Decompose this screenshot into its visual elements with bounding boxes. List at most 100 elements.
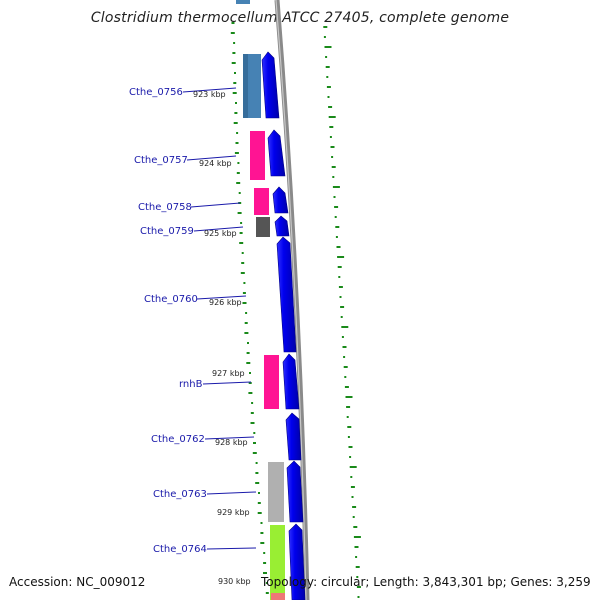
gc-dot [258,492,260,494]
gc-skew-dot [328,116,336,118]
gene-label[interactable]: Cthe_0762 [151,434,205,445]
gc-dot [234,72,236,74]
gc-dot [253,432,256,434]
leader-cthe-0762 [204,436,255,440]
gene-label[interactable]: Cthe_0764 [153,544,207,555]
gc-dot [250,412,254,414]
gc-dot [231,62,236,64]
coordinate-ticks: 923 kbp 924 kbp 925 kbp 926 kbp 927 kbp … [193,90,251,586]
gc-dot [234,112,238,114]
gc-dot [265,582,268,584]
gc-dot [237,162,240,164]
gene-label[interactable]: Cthe_0758 [138,202,192,213]
gc-dot [250,422,255,424]
gc-skew-dot [350,476,353,478]
gc-skew-dot [345,396,353,398]
cog-box-bottom [271,593,285,600]
gc-dot [236,182,241,184]
leader-cthe-0760 [196,295,247,300]
gc-content-track [230,22,269,594]
gene-arrow-cthe-0758 [272,186,289,214]
map-title: Clostridium thermocellum ATCC 27405, com… [90,10,510,26]
leader-cthe-0758 [190,202,241,208]
gc-skew-dot [332,176,335,178]
leader-rnhb [202,381,252,385]
gc-dot [240,222,243,224]
gc-dot [233,122,238,124]
gene-arrow-cthe-0762 [285,412,302,461]
leader-cthe-0763 [206,491,257,495]
gc-skew-dot [341,326,349,328]
gc-dot [260,532,264,534]
tick-label: 926 kbp [209,298,242,307]
gc-dot [236,172,240,174]
gc-dot [263,572,267,574]
gc-skew-dot [331,156,334,158]
gc-dot [263,562,267,564]
gc-skew-dot [338,286,343,288]
leader-cthe-0756 [182,87,237,93]
gc-skew-dot [326,86,331,88]
gc-skew-dot [335,226,340,228]
gc-dot [241,262,245,264]
gc-dot [232,52,236,54]
gene-label[interactable]: Cthe_0757 [134,155,188,166]
cog-box-cthe-0758 [254,188,269,215]
gc-dot [237,212,242,214]
gc-skew-dot [353,536,361,538]
leader-cthe-0764 [206,547,257,550]
gc-skew-dot [331,166,336,168]
gc-skew-dot [329,136,332,138]
gc-dot [233,82,237,84]
gc-dot [255,482,260,484]
gene-label[interactable]: Cthe_0756 [129,87,183,98]
gc-dot [243,282,246,284]
gene-label[interactable]: Cthe_0759 [140,226,194,237]
gene-arrow-cthe-0764 [288,523,306,600]
gc-dot [244,332,249,334]
gene-arrow-cthe-0757 [267,129,286,177]
gc-dot [249,372,251,374]
gc-dot [242,292,246,294]
gene-label[interactable]: Cthe_0760 [144,294,198,305]
gc-dot [233,42,236,44]
gc-skew-dot [355,556,358,558]
gc-skew-dot [356,576,359,578]
gc-skew-dot [343,356,346,358]
gc-dot [232,92,237,94]
gc-dot [263,552,266,554]
tick-label: 927 kbp [212,369,245,378]
cog-box-rnhb [264,355,279,409]
gc-dot [245,312,248,314]
gene-label[interactable]: Cthe_0763 [153,489,207,500]
cog-box-cthe-0764 [270,525,285,600]
gc-skew-dot [337,266,342,268]
gc-skew-dot [347,426,352,428]
gc-skew-dot [341,336,344,338]
gc-skew-dot [339,296,342,298]
gc-skew-dot [356,586,361,588]
tick-label: 925 kbp [204,229,237,238]
leader-cthe-0759 [193,226,244,232]
gc-dot [236,132,239,134]
gc-skew-dot [323,26,328,28]
tick-label: 928 kbp [215,438,248,447]
gc-dot [239,232,243,234]
gc-skew-dot [344,376,347,378]
gc-skew-dot [344,386,349,388]
gc-skew-dot [340,316,343,318]
gc-skew-dot [346,406,351,408]
gc-skew-dot [323,36,326,38]
gc-skew-dot [332,186,340,188]
gc-dot [248,392,253,394]
gene-label-leaders [182,87,257,550]
gc-dot [260,542,265,544]
gc-dot [246,362,251,364]
gene-label[interactable]: rnhB [179,379,203,390]
gene-labels: Cthe_0756 Cthe_0757 Cthe_0758 Cthe_0759 … [129,87,207,555]
gc-skew-dot [324,46,332,48]
cog-box-cthe-0757 [250,131,265,180]
gc-dot [238,192,241,194]
gc-skew-dot [329,126,334,128]
